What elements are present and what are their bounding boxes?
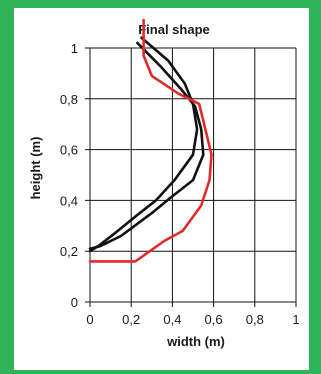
series-line-2 xyxy=(88,41,205,250)
y-tick-label: 0,4 xyxy=(60,193,78,208)
x-tick-label: 0,6 xyxy=(205,312,223,327)
x-tick-label: 0,2 xyxy=(122,312,140,327)
x-tick-labels: 0 0,2 0,4 0,6 0,8 1 xyxy=(86,312,299,327)
final-shape-chart: Final shape 0 0,2 0,4 0,6 0,8 1 0 0,2 0,4 0,6 0,8… xyxy=(28,18,300,349)
y-tick-label: 1 xyxy=(71,41,78,56)
chart-series xyxy=(88,18,213,263)
y-tick-label: 0 xyxy=(71,295,78,310)
x-tick-label: 0,8 xyxy=(246,312,264,327)
y-tick-label: 0,2 xyxy=(60,244,78,259)
x-tick-label: 0 xyxy=(86,312,93,327)
x-tick-label: 1 xyxy=(292,312,299,327)
chart-grid xyxy=(85,47,297,307)
x-axis-label: width (m) xyxy=(166,334,225,349)
y-tick-label: 0,6 xyxy=(60,143,78,158)
series-line-1 xyxy=(88,36,199,253)
y-tick-labels: 0 0,2 0,4 0,6 0,8 1 xyxy=(60,41,78,310)
y-tick-label: 0,8 xyxy=(60,92,78,107)
series-line-3 xyxy=(88,18,213,263)
chart-title: Final shape xyxy=(138,22,210,37)
x-tick-label: 0,4 xyxy=(163,312,181,327)
figure-panel: Final shape 0 0,2 0,4 0,6 0,8 1 0 0,2 0,4 0,6 0,8… xyxy=(14,8,309,370)
y-axis-label: height (m) xyxy=(28,137,43,200)
